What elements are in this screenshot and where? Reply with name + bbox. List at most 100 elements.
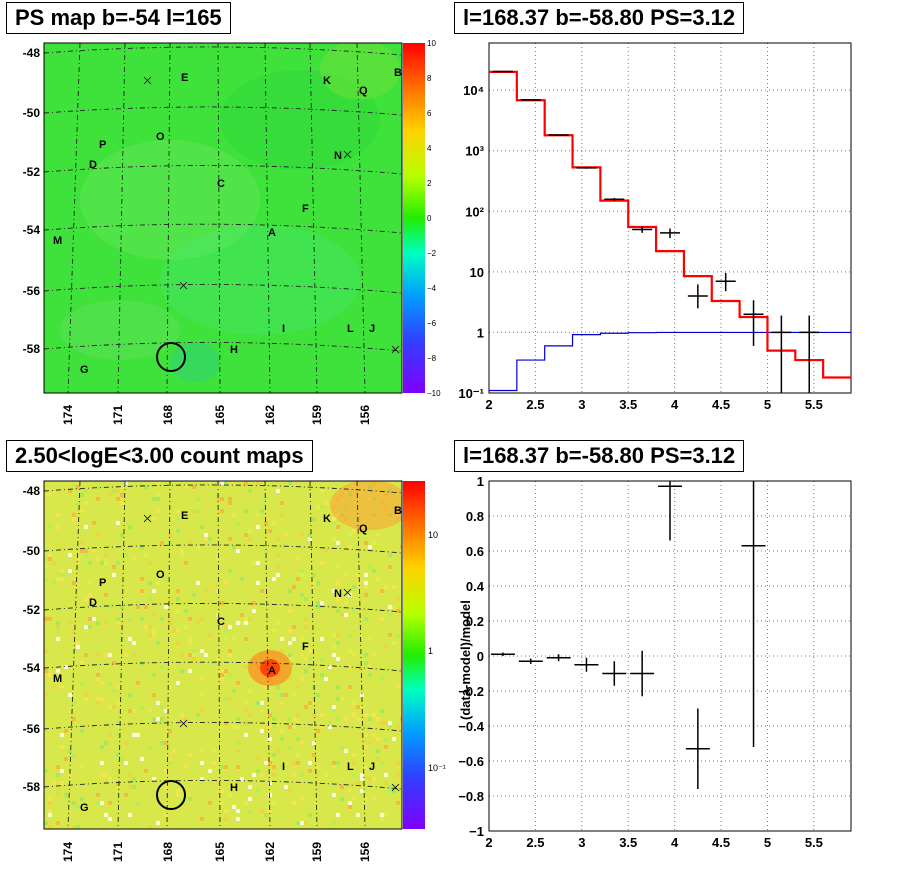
count-map-pixel <box>332 765 336 769</box>
count-map-pixel <box>104 653 108 657</box>
residuals-plot <box>490 481 766 789</box>
count-map-pixel <box>164 769 168 773</box>
count-map-y-axis: -48 -50 -52 -54 -56 -58 <box>23 484 41 794</box>
count-map-pixel <box>348 805 352 809</box>
count-map-pixel <box>364 713 368 717</box>
count-map-pixel <box>236 765 240 769</box>
count-map-pixel <box>80 493 84 497</box>
count-map-pixel <box>236 621 240 625</box>
count-map-pixel <box>56 637 60 641</box>
count-map-pixel <box>248 689 252 693</box>
count-map-pixel <box>268 793 272 797</box>
count-map-pixel <box>332 789 336 793</box>
count-map-pixel <box>44 565 48 569</box>
ps-map-x-axis: 174 171 168 165 162 159 156 <box>61 405 372 425</box>
count-map-pixel <box>92 785 96 789</box>
source-label: N <box>334 150 342 162</box>
count-map-pixel <box>276 565 280 569</box>
count-map-pixel <box>320 489 324 493</box>
count-map-pixel <box>72 825 76 829</box>
count-map-pixel <box>388 725 392 729</box>
count-map-pixel <box>288 589 292 593</box>
source-label: H <box>230 782 238 794</box>
count-map-pixel <box>288 629 292 633</box>
count-map-pixel <box>244 733 248 737</box>
colorbar-tick-label: 6 <box>427 109 432 118</box>
count-map-pixel <box>120 809 124 813</box>
count-map-pixel <box>196 497 200 501</box>
count-map-pixel <box>216 497 220 501</box>
count-map-pixel <box>392 641 396 645</box>
count-map-pixel <box>308 657 312 661</box>
count-map-pixel <box>132 777 136 781</box>
count-map-pixel <box>300 677 304 681</box>
count-map-pixel <box>60 577 64 581</box>
count-map-pixel <box>84 625 88 629</box>
x-tick-label: 165 <box>213 842 227 862</box>
count-map-pixel <box>308 769 312 773</box>
y-tick-label: 10⁻¹ <box>458 386 484 401</box>
y-tick-label: -56 <box>23 722 41 736</box>
count-map-pixel <box>384 813 388 817</box>
count-map-pixel <box>320 601 324 605</box>
count-map-pixel <box>372 777 376 781</box>
count-map-pixel <box>380 761 384 765</box>
count-map-pixel <box>280 701 284 705</box>
count-map-pixel <box>380 677 384 681</box>
count-map-pixel <box>164 605 168 609</box>
count-map-pixel <box>172 749 176 753</box>
count-map-pixel <box>96 701 100 705</box>
count-map-pixel <box>280 737 284 741</box>
count-map-pixel <box>60 685 64 689</box>
count-map-pixel <box>332 633 336 637</box>
count-map-pixel <box>364 533 368 537</box>
count-map-pixel <box>348 789 352 793</box>
count-map-pixel <box>336 581 340 585</box>
count-map-pixel <box>352 773 356 777</box>
count-map-pixel <box>264 501 268 505</box>
count-map-pixel <box>328 725 332 729</box>
count-map-pixel <box>160 741 164 745</box>
count-map-pixel <box>344 601 348 605</box>
count-map-pixel <box>116 621 120 625</box>
count-map-pixel <box>340 745 344 749</box>
source-label: I <box>282 323 285 335</box>
count-map-pixel <box>364 585 368 589</box>
count-map-pixel <box>156 637 160 641</box>
source-label: K <box>323 75 331 87</box>
count-map-pixel <box>120 533 124 537</box>
count-map-cross-markers <box>143 514 400 792</box>
count-map-pixel <box>220 677 224 681</box>
count-map-pixel <box>268 757 272 761</box>
count-map-pixel <box>308 705 312 709</box>
count-map-pixel <box>168 685 172 689</box>
count-map-pixel <box>56 693 60 697</box>
count-map-pixel <box>112 489 116 493</box>
ps-map-chart: E K Q B O P D N C F A M I L J H G -48 -5… <box>23 39 441 425</box>
count-map-pixel <box>368 641 372 645</box>
count-map-pixel <box>264 557 268 561</box>
count-map-pixel <box>84 553 88 557</box>
count-map-pixel <box>84 557 88 561</box>
count-map-pixel <box>364 581 368 585</box>
count-map-pixel <box>200 649 204 653</box>
count-map-pixel <box>228 697 232 701</box>
count-map-pixel <box>228 653 232 657</box>
count-map-pixel <box>368 565 372 569</box>
count-map-grid <box>44 481 402 829</box>
count-map-pixel <box>52 781 56 785</box>
count-map-pixel <box>352 713 356 717</box>
count-map-pixel <box>336 633 340 637</box>
count-map-pixel <box>200 745 204 749</box>
count-map-pixel <box>292 693 296 697</box>
count-map-pixel <box>304 617 308 621</box>
count-map-pixel <box>396 609 400 613</box>
count-map-pixel <box>176 793 180 797</box>
count-map-pixel <box>256 581 260 585</box>
count-map-pixel <box>112 573 116 577</box>
count-map-pixel <box>364 661 368 665</box>
count-map-pixel <box>296 761 300 765</box>
x-tick-label: 159 <box>310 405 324 425</box>
ps-map-colorbar-ticks: 10 8 6 4 2 0 −2 −4 −6 −8 −10 <box>427 39 441 398</box>
